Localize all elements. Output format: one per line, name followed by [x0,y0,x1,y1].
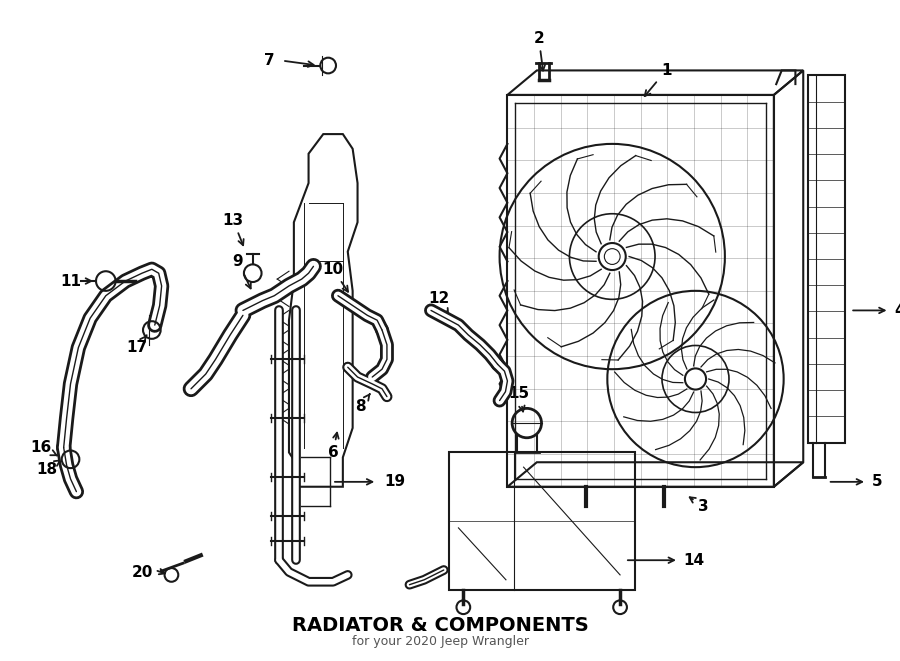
Text: 1: 1 [644,63,671,96]
Text: 19: 19 [384,475,405,489]
Text: 9: 9 [233,254,251,288]
Text: RADIATOR & COMPONENTS: RADIATOR & COMPONENTS [292,616,590,635]
Text: 4: 4 [895,303,900,318]
Text: 10: 10 [322,262,348,292]
Circle shape [598,243,625,270]
Text: for your 2020 Jeep Wrangler: for your 2020 Jeep Wrangler [352,635,529,648]
Text: 3: 3 [689,497,708,514]
Text: 20: 20 [131,565,153,580]
Text: 8: 8 [356,394,370,414]
Text: 5: 5 [872,475,882,489]
Text: 7: 7 [264,53,274,68]
Text: 14: 14 [684,553,705,568]
Text: 11: 11 [60,274,81,289]
Text: 16: 16 [31,440,58,455]
Text: 2: 2 [534,30,545,71]
Text: 13: 13 [222,213,244,245]
Text: 18: 18 [37,460,60,477]
Text: 15: 15 [508,386,530,412]
Text: 17: 17 [127,335,148,355]
Circle shape [685,368,706,389]
Text: 12: 12 [428,291,449,314]
Text: 6: 6 [328,433,338,460]
